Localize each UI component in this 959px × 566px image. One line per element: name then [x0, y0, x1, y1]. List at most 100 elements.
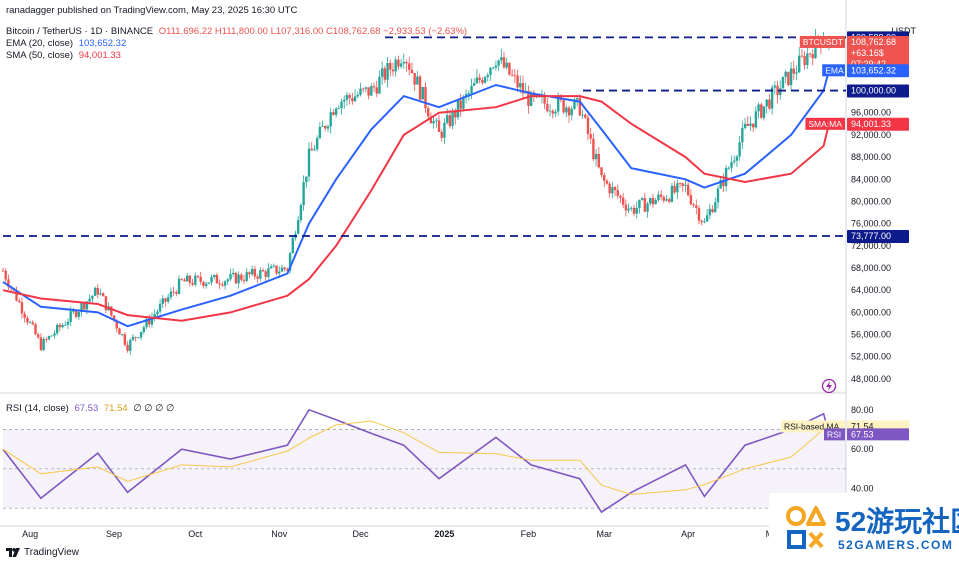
candles-group [1, 28, 831, 355]
candle-body [689, 195, 693, 205]
candle-body [164, 298, 167, 302]
last-price-tag-bg [847, 35, 909, 71]
candle-body [77, 312, 81, 317]
sma-tag-bg [805, 117, 845, 130]
candle-body [543, 96, 546, 104]
candle-body [787, 71, 790, 86]
price-tick-label: 88,000.00 [851, 152, 891, 162]
candle-body [343, 99, 346, 102]
candle-body [686, 184, 690, 196]
time-axis-label: Sep [106, 529, 122, 539]
time-axis-label: Nov [271, 529, 288, 539]
candle-body [757, 104, 760, 112]
candle-body [353, 96, 357, 102]
price-tick-label: 64,000.00 [851, 285, 891, 295]
candle-body [510, 74, 514, 76]
sma-tag: SMA:MA [808, 119, 842, 129]
candle-body [296, 220, 300, 234]
sma-legend[interactable]: SMA (50, close) 94,001.33 [6, 50, 124, 61]
candle-body [798, 55, 801, 73]
candle-body [389, 62, 392, 70]
candle-body [500, 57, 503, 61]
candle-body [508, 62, 511, 75]
candle-body [603, 175, 606, 181]
candle-body [459, 100, 462, 109]
candle-body [751, 123, 755, 128]
candle-body [808, 53, 812, 55]
candle-body [654, 199, 657, 205]
candle-body [175, 292, 178, 294]
candle-body [110, 306, 113, 316]
symbol-title[interactable]: Bitcoin / TetherUS · 1D · BINANCE [6, 26, 154, 37]
candle-body [505, 62, 508, 68]
candle-body [624, 204, 628, 211]
candle-body [416, 76, 419, 85]
candle-body [324, 126, 327, 129]
candle-body [18, 300, 21, 303]
rsi-legend[interactable]: RSI (14, close) 67.53 71.54 ∅ ∅ ∅ ∅ [6, 403, 177, 414]
candle-body [66, 321, 70, 325]
candle-body [806, 53, 809, 65]
candle-body [207, 282, 211, 284]
candle-body [803, 56, 806, 65]
lightning-icon[interactable] [821, 378, 837, 394]
candle-body [719, 179, 722, 189]
candle-body [716, 188, 720, 203]
ema-legend-value: 103,652.32 [78, 38, 127, 49]
time-axis-label: 2025 [434, 529, 454, 539]
candle-body [91, 295, 94, 299]
candle-body [272, 265, 276, 267]
symbol-ohlc-line: Bitcoin / TetherUS · 1D · BINANCE O111,6… [6, 26, 470, 37]
candle-body [96, 287, 99, 295]
ema-legend[interactable]: EMA (20, close) 103,652.32 [6, 38, 129, 49]
candle-body [53, 333, 56, 336]
candle-body [356, 94, 359, 97]
level-low-tag-bg [847, 229, 909, 243]
candle-body [115, 320, 118, 329]
price-tick-label: 84,000.00 [851, 174, 891, 184]
sma-price-tag-bg [847, 117, 909, 131]
candle-body [399, 63, 403, 67]
time-axis-label: Apr [681, 529, 695, 539]
candle-body [215, 274, 219, 284]
candle-body [28, 322, 32, 324]
ema-line[interactable] [2, 70, 830, 328]
candle-body [153, 314, 156, 317]
tradingview-logo[interactable]: TradingView [6, 547, 79, 558]
candle-body [402, 62, 406, 64]
candle-body [80, 303, 83, 313]
ohlc-values: O111,696.22 H111,800.00 L107,316.00 C108… [158, 26, 468, 37]
candle-body [299, 205, 303, 221]
candle-body [61, 325, 64, 328]
candle-body [47, 336, 51, 340]
candle-body [640, 198, 644, 200]
sma-line[interactable] [2, 95, 830, 322]
time-axis-label: Feb [521, 529, 537, 539]
candle-body [638, 199, 641, 209]
candle-body [1, 270, 5, 272]
candle-body [313, 149, 316, 151]
candle-body [218, 283, 221, 285]
candle-body [735, 156, 739, 161]
candle-body [635, 208, 638, 214]
rsi-legend-value: 67.53 [74, 403, 99, 414]
candle-body [275, 265, 278, 274]
candle-body [608, 183, 611, 194]
candle-body [196, 275, 200, 277]
candle-body [651, 198, 655, 205]
candle-body [269, 266, 273, 269]
price-tick-label: 72,000.00 [851, 241, 891, 251]
ema-legend-label: EMA (20, close) [6, 38, 74, 49]
candle-body [575, 97, 579, 100]
candle-body [397, 59, 400, 67]
candle-body [491, 67, 495, 69]
candle-body [351, 98, 354, 102]
candle-body [722, 179, 725, 187]
candle-body [454, 110, 457, 118]
candle-body [188, 275, 192, 283]
candle-body [167, 297, 170, 302]
candle-body [370, 86, 373, 96]
candle-body [210, 277, 213, 283]
